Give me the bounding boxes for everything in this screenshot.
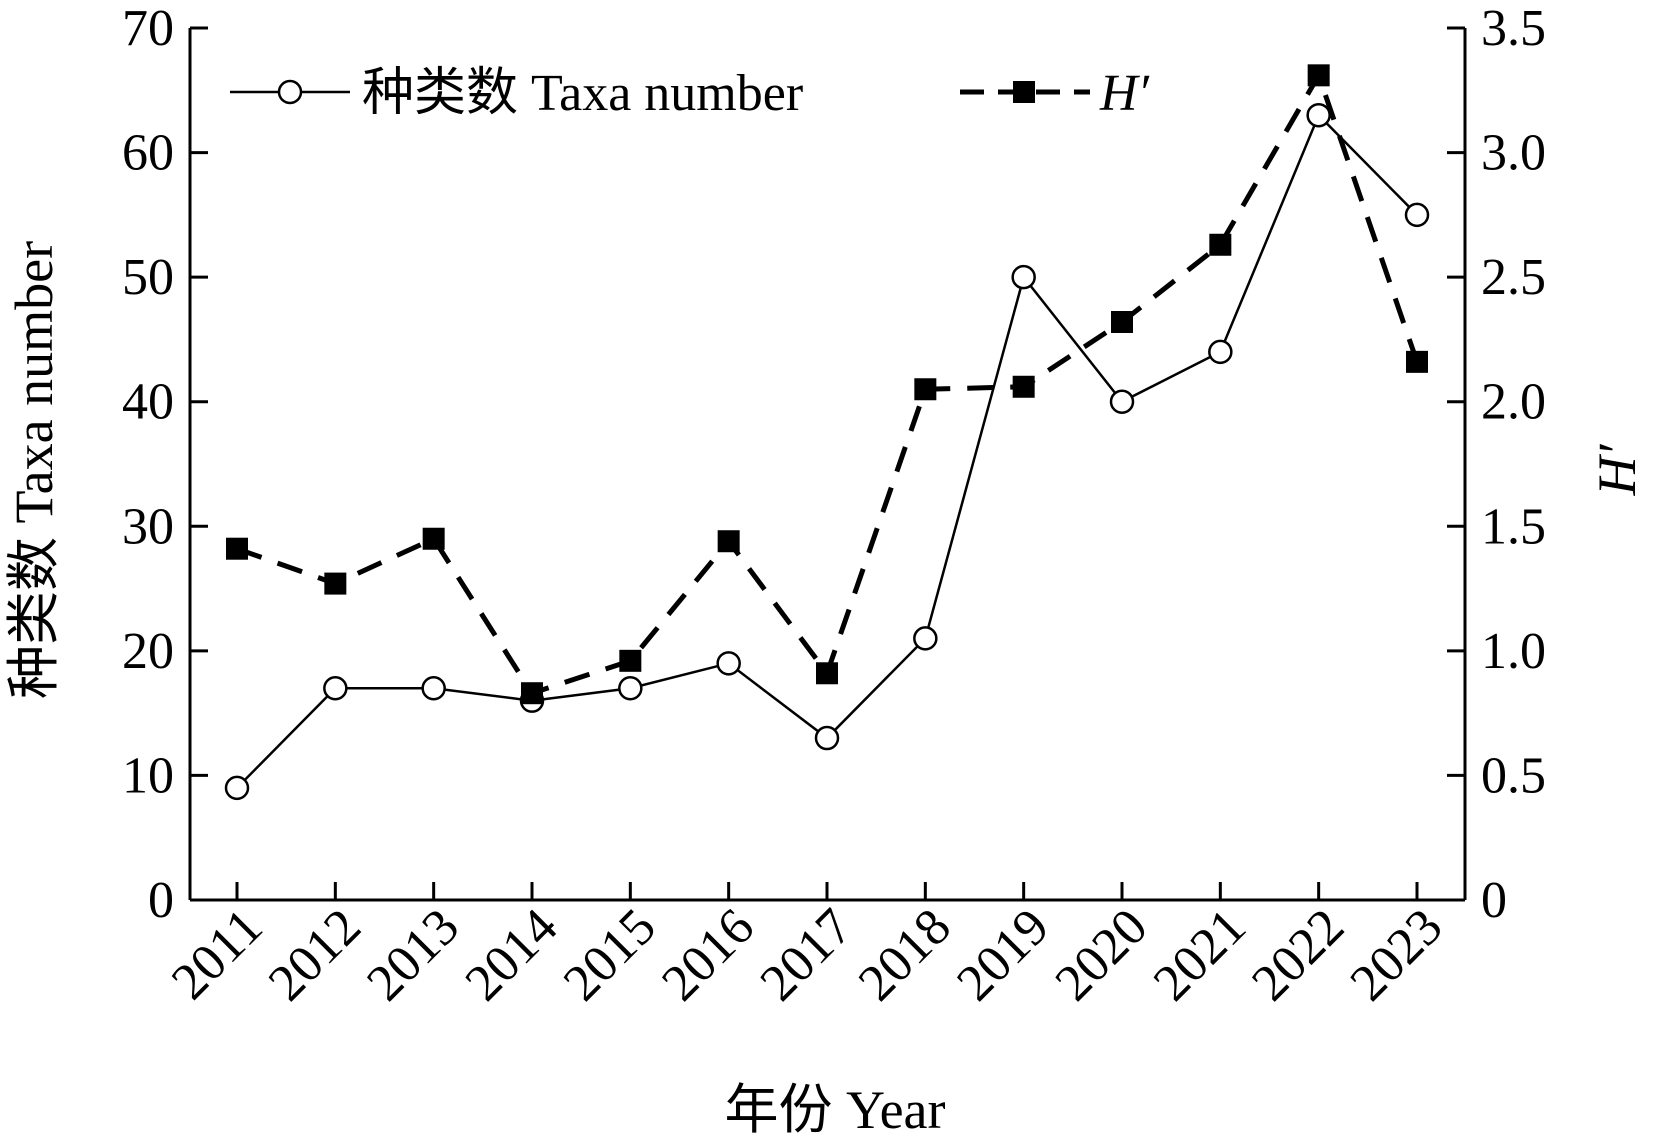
x-tick-label: 2019 bbox=[946, 898, 1060, 1012]
h-prime-point bbox=[1012, 375, 1035, 398]
axes bbox=[188, 28, 1467, 902]
right-tick-label: 2.0 bbox=[1481, 374, 1546, 431]
ticks: 0 10 20 30 40 50 60 70 0 0.5 1.0 1.5 2.0 2.5 3.0 3.5 201… bbox=[122, 0, 1546, 1012]
h-prime-point bbox=[816, 662, 838, 685]
x-tick-label: 2014 bbox=[455, 898, 569, 1012]
right-tick-label: 0.5 bbox=[1481, 747, 1546, 804]
x-tick-label: 2020 bbox=[1045, 898, 1159, 1012]
h-prime-point bbox=[226, 537, 248, 560]
taxa-number-point bbox=[814, 725, 840, 751]
legend-h-marker bbox=[1013, 81, 1035, 103]
x-tick-label: 2015 bbox=[553, 898, 667, 1012]
taxa-number-point bbox=[1404, 202, 1430, 228]
h-prime-point bbox=[521, 682, 543, 705]
h-prime-line bbox=[236, 69, 1420, 697]
h-prime-point bbox=[324, 572, 347, 595]
taxa-number-point bbox=[1208, 339, 1233, 365]
h-prime-point bbox=[619, 649, 642, 672]
taxa-number-point bbox=[1109, 389, 1135, 414]
legend-taxa-marker bbox=[277, 79, 303, 105]
h-prime-point bbox=[1307, 64, 1330, 87]
left-tick-label: 10 bbox=[122, 747, 174, 804]
left-tick-label: 30 bbox=[122, 498, 174, 555]
h-prime-point bbox=[1406, 350, 1428, 373]
h-prime-point bbox=[717, 530, 740, 553]
x-tick-label: 2021 bbox=[1143, 898, 1257, 1012]
taxa-number-point bbox=[716, 651, 741, 676]
left-tick-label: 70 bbox=[122, 0, 174, 57]
taxa-number-point bbox=[1306, 102, 1331, 128]
h-prime-point bbox=[1111, 310, 1133, 333]
left-tick-label: 50 bbox=[122, 249, 174, 306]
x-tick-label: 2013 bbox=[356, 898, 470, 1012]
taxa-number-point bbox=[1011, 264, 1036, 290]
right-tick-label: 1.0 bbox=[1481, 623, 1546, 680]
axis-titles: 年份 Year 种类数 Taxa number H′ bbox=[4, 241, 1647, 1140]
x-tick-label: 2012 bbox=[258, 898, 372, 1012]
right-tick-label: 0 bbox=[1481, 872, 1507, 929]
taxa-number-point bbox=[618, 675, 643, 701]
taxa-number-point bbox=[323, 675, 348, 701]
x-tick-label: 2017 bbox=[750, 898, 864, 1012]
h-prime-point bbox=[422, 527, 445, 550]
left-tick-label: 40 bbox=[122, 374, 174, 431]
taxa-number-point bbox=[421, 675, 446, 701]
y2-axis-title: H′ bbox=[1587, 443, 1647, 496]
x-tick-label: 2023 bbox=[1340, 898, 1454, 1012]
left-tick-label: 20 bbox=[122, 623, 174, 680]
right-tick-label: 2.5 bbox=[1481, 249, 1546, 306]
x-tick-label: 2011 bbox=[161, 898, 273, 1010]
x-tick-label: 2022 bbox=[1241, 898, 1355, 1012]
taxa-number-point bbox=[913, 626, 938, 651]
taxa-number-point bbox=[224, 775, 250, 801]
h-prime-point bbox=[1209, 233, 1232, 256]
left-tick-label: 60 bbox=[122, 125, 174, 182]
right-tick-label: 3.0 bbox=[1481, 125, 1546, 182]
legend: 种类数 Taxa number H′ bbox=[230, 65, 1151, 122]
legend-taxa-label: 种类数 Taxa number bbox=[362, 65, 803, 122]
legend-h-label: H′ bbox=[1099, 65, 1151, 122]
left-tick-label: 0 bbox=[148, 872, 174, 929]
right-tick-label: 3.5 bbox=[1481, 0, 1546, 57]
y-axis-title: 种类数 Taxa number bbox=[4, 241, 64, 699]
x-axis-title: 年份 Year bbox=[724, 1080, 945, 1140]
taxa-number-line bbox=[236, 112, 1418, 789]
series bbox=[224, 64, 1430, 801]
x-tick-label: 2016 bbox=[651, 898, 765, 1012]
x-tick-label: 2018 bbox=[848, 898, 962, 1012]
h-prime-point bbox=[914, 378, 937, 401]
right-tick-label: 1.5 bbox=[1481, 498, 1546, 555]
